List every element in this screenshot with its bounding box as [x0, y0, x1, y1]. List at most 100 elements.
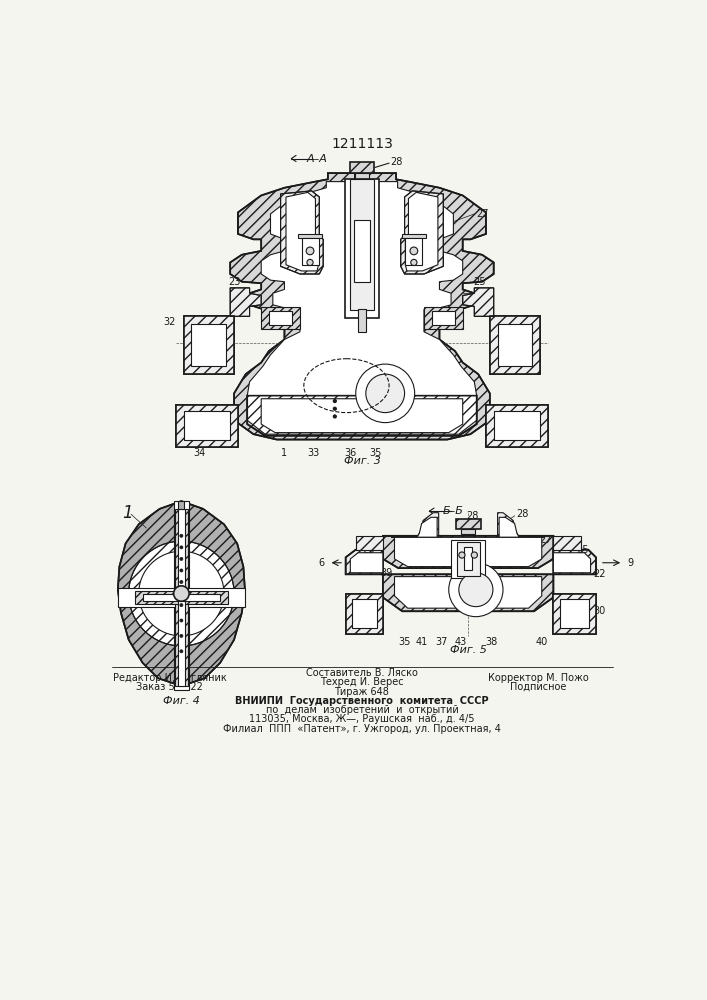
- Text: 31: 31: [235, 291, 248, 301]
- Polygon shape: [405, 192, 438, 271]
- Polygon shape: [286, 192, 319, 271]
- Bar: [456, 519, 481, 529]
- Polygon shape: [499, 517, 545, 537]
- Polygon shape: [401, 191, 443, 274]
- Text: 28: 28: [466, 511, 478, 521]
- Circle shape: [180, 604, 183, 607]
- Bar: [174, 501, 189, 690]
- Bar: [559, 599, 589, 628]
- Bar: [269, 311, 292, 325]
- Text: 30: 30: [491, 354, 503, 364]
- Bar: [432, 311, 455, 325]
- Text: 26: 26: [474, 309, 486, 319]
- Bar: [298, 234, 322, 238]
- Text: 25: 25: [474, 277, 486, 287]
- Polygon shape: [346, 550, 383, 574]
- Circle shape: [180, 650, 183, 653]
- Bar: [424, 307, 462, 329]
- Polygon shape: [230, 173, 493, 440]
- Text: 22: 22: [594, 569, 606, 579]
- Text: 24: 24: [264, 309, 276, 319]
- Polygon shape: [261, 399, 462, 433]
- Circle shape: [333, 407, 337, 410]
- Bar: [554, 536, 580, 550]
- Polygon shape: [247, 182, 477, 434]
- Bar: [349, 179, 374, 310]
- Polygon shape: [118, 501, 245, 686]
- Circle shape: [307, 259, 313, 266]
- Bar: [356, 536, 383, 550]
- Polygon shape: [281, 191, 323, 274]
- Bar: [405, 238, 422, 265]
- Circle shape: [180, 580, 183, 584]
- Polygon shape: [554, 553, 590, 573]
- Text: 23: 23: [228, 277, 240, 287]
- Polygon shape: [176, 405, 238, 447]
- Bar: [490, 316, 540, 374]
- Text: 35: 35: [398, 637, 411, 647]
- Circle shape: [333, 415, 337, 418]
- Bar: [176, 405, 238, 447]
- Circle shape: [459, 552, 465, 558]
- Text: 37: 37: [435, 637, 448, 647]
- Text: Составитель В. Ляско: Составитель В. Ляско: [306, 668, 418, 678]
- Bar: [554, 594, 596, 634]
- Bar: [402, 234, 426, 238]
- Bar: [457, 542, 480, 576]
- Circle shape: [180, 619, 183, 622]
- Circle shape: [449, 563, 503, 617]
- Bar: [498, 324, 532, 366]
- Polygon shape: [395, 577, 542, 608]
- Text: ВНИИПИ  Государственного  комитета  СССР: ВНИИПИ Государственного комитета СССР: [235, 696, 489, 706]
- Polygon shape: [462, 288, 493, 316]
- Text: 34: 34: [193, 448, 205, 458]
- Text: 41: 41: [416, 637, 428, 647]
- Circle shape: [459, 573, 493, 607]
- Bar: [118, 588, 245, 607]
- Bar: [301, 238, 319, 265]
- Text: 35: 35: [370, 448, 382, 458]
- Bar: [354, 220, 370, 282]
- Text: 43: 43: [455, 637, 467, 647]
- Polygon shape: [351, 553, 383, 573]
- Text: 39: 39: [380, 568, 393, 578]
- Text: 1: 1: [281, 448, 288, 458]
- Text: 22: 22: [491, 320, 504, 330]
- Text: 25: 25: [577, 545, 589, 555]
- Bar: [464, 547, 472, 570]
- Text: 38: 38: [485, 637, 498, 647]
- Bar: [177, 509, 185, 686]
- Bar: [451, 540, 485, 578]
- Bar: [486, 405, 548, 447]
- Text: 42: 42: [363, 555, 375, 565]
- Text: 1211113: 1211113: [331, 137, 393, 151]
- Circle shape: [129, 541, 234, 646]
- Text: 40: 40: [536, 637, 548, 647]
- Circle shape: [366, 374, 404, 413]
- Bar: [346, 594, 383, 634]
- Circle shape: [180, 534, 183, 537]
- Text: Б–Б: Б–Б: [442, 506, 463, 516]
- Text: 27: 27: [539, 535, 552, 545]
- Circle shape: [174, 586, 189, 601]
- Polygon shape: [554, 594, 596, 634]
- Text: 26: 26: [577, 556, 589, 566]
- Text: 28: 28: [516, 509, 529, 519]
- Text: 6: 6: [319, 558, 325, 568]
- Polygon shape: [498, 513, 549, 536]
- Text: 32: 32: [163, 317, 176, 327]
- Circle shape: [306, 247, 314, 255]
- Text: Техред И. Верес: Техред И. Верес: [320, 677, 404, 687]
- Bar: [184, 316, 234, 374]
- Text: Редактор И. Сегляник: Редактор И. Сегляник: [113, 673, 227, 683]
- Polygon shape: [392, 517, 437, 537]
- Text: Тираж 648: Тираж 648: [334, 687, 390, 697]
- Polygon shape: [230, 288, 261, 316]
- Circle shape: [180, 634, 183, 637]
- Polygon shape: [486, 405, 548, 447]
- Polygon shape: [387, 513, 438, 536]
- Circle shape: [139, 551, 224, 636]
- Bar: [349, 162, 374, 173]
- Bar: [192, 324, 226, 366]
- Text: 1: 1: [122, 504, 132, 522]
